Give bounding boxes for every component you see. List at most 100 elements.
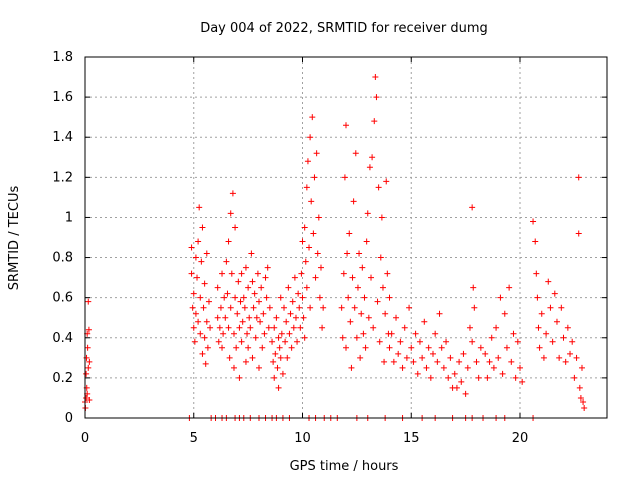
- data-point: [271, 324, 278, 331]
- data-point: [382, 310, 389, 317]
- data-point: [301, 334, 308, 341]
- data-point: [286, 330, 293, 337]
- data-point: [249, 278, 256, 285]
- data-point: [301, 224, 308, 231]
- data-point: [423, 364, 430, 371]
- data-point: [361, 294, 368, 301]
- data-point: [560, 334, 567, 341]
- data-point: [580, 398, 587, 405]
- data-point: [384, 270, 391, 277]
- data-point: [366, 164, 373, 171]
- data-point: [558, 304, 565, 311]
- data-point: [490, 364, 497, 371]
- data-point: [225, 324, 232, 331]
- data-point: [365, 314, 372, 321]
- data-point: [197, 330, 204, 337]
- data-point: [205, 298, 212, 305]
- data-point: [239, 318, 246, 325]
- data-point: [302, 258, 309, 265]
- data-point: [368, 274, 375, 281]
- data-point: [85, 298, 92, 305]
- data-point: [348, 364, 355, 371]
- data-point: [341, 174, 348, 181]
- data-point: [296, 304, 303, 311]
- data-point: [362, 344, 369, 351]
- plot-frame: [84, 56, 608, 419]
- data-point: [83, 394, 90, 401]
- data-point: [438, 344, 445, 351]
- y-tick-label: 0.8: [52, 251, 73, 266]
- data-point: [549, 338, 556, 345]
- data-point: [303, 184, 310, 191]
- data-point: [308, 198, 315, 205]
- data-point: [261, 330, 268, 337]
- data-point: [281, 304, 288, 311]
- data-point: [284, 354, 291, 361]
- data-point: [372, 74, 379, 81]
- data-point: [291, 274, 298, 281]
- data-point: [276, 344, 283, 351]
- data-point: [269, 338, 276, 345]
- data-point: [300, 314, 307, 321]
- data-point: [223, 258, 230, 265]
- data-point: [236, 374, 243, 381]
- data-point: [340, 270, 347, 277]
- data-point: [577, 394, 584, 401]
- data-point: [222, 314, 229, 321]
- data-point: [353, 334, 360, 341]
- data-point: [503, 344, 510, 351]
- data-point: [314, 250, 321, 257]
- data-point: [352, 150, 359, 157]
- data-point: [290, 324, 297, 331]
- data-point: [224, 290, 231, 297]
- data-point: [191, 338, 198, 345]
- data-point: [466, 324, 473, 331]
- data-point: [575, 174, 582, 181]
- data-point: [386, 294, 393, 301]
- data-point: [192, 310, 199, 317]
- data-point: [393, 314, 400, 321]
- data-point: [508, 358, 515, 365]
- data-point: [495, 354, 502, 361]
- y-tick-label: 0: [65, 411, 73, 426]
- data-point: [533, 270, 540, 277]
- data-point: [227, 304, 234, 311]
- data-point: [249, 354, 256, 361]
- data-point: [573, 354, 580, 361]
- data-point: [298, 270, 305, 277]
- data-point: [258, 284, 265, 291]
- data-point: [320, 304, 327, 311]
- data-point: [581, 404, 588, 411]
- data-point: [414, 370, 421, 377]
- data-point: [376, 338, 383, 345]
- data-point: [427, 374, 434, 381]
- data-point: [221, 294, 228, 301]
- data-point: [279, 370, 286, 377]
- data-point: [443, 338, 450, 345]
- data-point: [512, 374, 519, 381]
- data-point: [545, 278, 552, 285]
- data-point: [403, 354, 410, 361]
- data-point: [473, 358, 480, 365]
- data-point: [219, 270, 226, 277]
- data-point: [369, 154, 376, 161]
- y-tick-label: 1.8: [52, 50, 73, 65]
- data-point: [357, 354, 364, 361]
- data-point: [477, 344, 484, 351]
- data-point: [303, 284, 310, 291]
- data-point: [425, 344, 432, 351]
- data-point: [235, 278, 242, 285]
- data-point: [277, 294, 284, 301]
- data-point: [436, 310, 443, 317]
- data-point: [192, 254, 199, 261]
- data-point: [453, 384, 460, 391]
- data-point: [248, 250, 255, 257]
- data-point: [564, 324, 571, 331]
- data-point: [272, 350, 279, 357]
- y-tick-labels: 0 0.2 0.4 0.6 0.8 1 1.2 1.4 1.6 1.8: [52, 50, 73, 426]
- data-point: [456, 358, 463, 365]
- x-axis-label: GPS time / hours: [290, 459, 399, 474]
- x-tick-label: 15: [403, 431, 420, 446]
- data-point: [263, 294, 270, 301]
